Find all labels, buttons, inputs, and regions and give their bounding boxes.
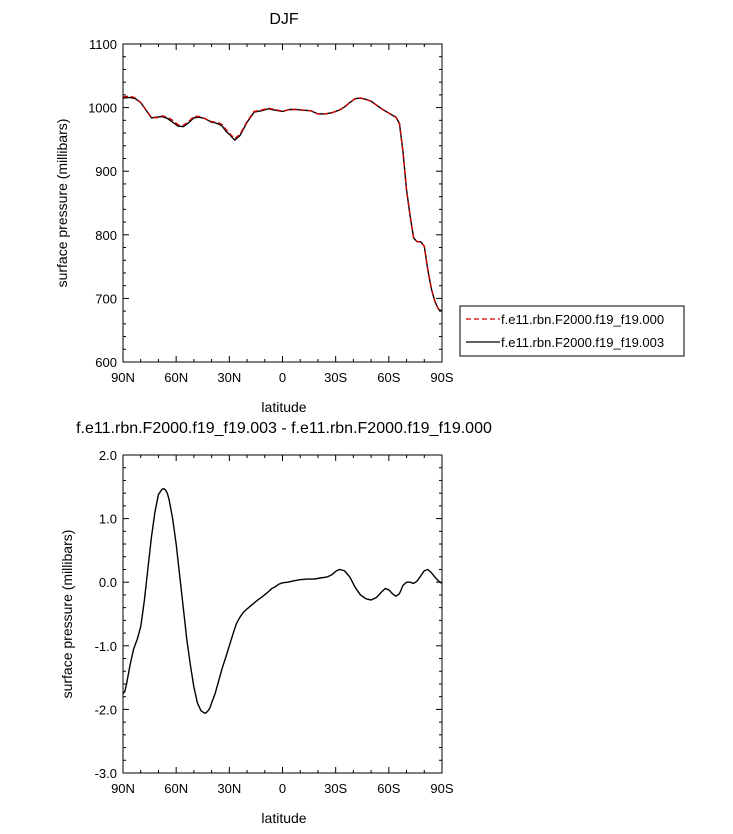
chart-top-ytick-label: 1000: [88, 101, 117, 116]
chart-bottom-xtick-label: 30S: [324, 781, 347, 796]
legend-box: [459, 305, 685, 357]
chart-top: DJF 90N 60N 30N 0 30S 60S 90S 1100 1000 900 800 700…: [54, 11, 685, 415]
chart-top-ytick-label: 700: [95, 291, 117, 306]
chart-top-ytick-label: 900: [95, 164, 117, 179]
chart-top-ytick-label: 800: [95, 228, 117, 243]
chart-top-series: [122, 95, 443, 312]
chart-bottom-ytick-label: -1.0: [95, 639, 117, 654]
chart-bottom-ylabel: surface pressure (millibars): [59, 530, 75, 699]
chart-bottom-xtick-label: 0: [279, 781, 286, 796]
chart-top-series-0-line: [122, 95, 443, 312]
chart-bottom-ytick-label: -2.0: [95, 702, 117, 717]
chart-bottom-xtick-label: 90S: [430, 781, 453, 796]
chart-top-series-1-line: [122, 96, 443, 312]
legend-series-0-label: f.e11.rbn.F2000.f19_f19.000: [501, 312, 664, 327]
chart-top-xtick-label: 30N: [217, 370, 241, 385]
chart-bottom-xtick-label: 30N: [217, 781, 241, 796]
chart-top-xtick-label: 0: [279, 370, 286, 385]
chart-bottom-xtick-label: 90N: [111, 781, 135, 796]
chart-top-ytick-label: 600: [95, 355, 117, 370]
chart-top-legend: f.e11.rbn.F2000.f19_f19.000 f.e11.rbn.F2…: [459, 305, 685, 357]
chart-bottom-title: f.e11.rbn.F2000.f19_f19.003 - f.e11.rbn.…: [76, 420, 492, 437]
legend-series-1-label: f.e11.rbn.F2000.f19_f19.003: [501, 335, 664, 350]
chart-top-xtick-label: 60S: [377, 370, 400, 385]
chart-top-plot-frame: [122, 43, 443, 363]
chart-top-title: DJF: [269, 11, 299, 28]
chart-bottom-ticks: 90N 60N 30N 0 30S 60S 90S 2.0 1.0 0.0 -1.0 -2.0 -3.0: [95, 448, 454, 796]
chart-bottom-xtick-label: 60S: [377, 781, 400, 796]
chart-bottom-series: [122, 488, 443, 714]
chart-top-xlabel: latitude: [261, 399, 306, 415]
chart-top-xtick-label: 60N: [164, 370, 188, 385]
chart-bottom-plot-frame: [122, 454, 443, 774]
chart-bottom-ytick-label: 0.0: [99, 575, 117, 590]
chart-bottom-ytick-label: -3.0: [95, 766, 117, 781]
chart-top-ticks: 90N 60N 30N 0 30S 60S 90S 1100 1000 900 800 700 600: [88, 37, 454, 385]
chart-top-xtick-label: 90S: [430, 370, 453, 385]
chart-bottom-xtick-label: 60N: [164, 781, 188, 796]
chart-bottom-ytick-label: 2.0: [99, 448, 117, 463]
chart-bottom-ytick-label: 1.0: [99, 512, 117, 527]
chart-top-ylabel: surface pressure (millibars): [54, 119, 70, 288]
chart-top-xtick-label: 30S: [324, 370, 347, 385]
chart-top-xtick-label: 90N: [111, 370, 135, 385]
chart-top-ytick-label: 1100: [89, 37, 117, 52]
chart-bottom-xlabel: latitude: [261, 810, 306, 826]
chart-bottom-series-0-line: [122, 488, 443, 714]
chart-bottom: f.e11.rbn.F2000.f19_f19.003 - f.e11.rbn.…: [59, 420, 492, 826]
